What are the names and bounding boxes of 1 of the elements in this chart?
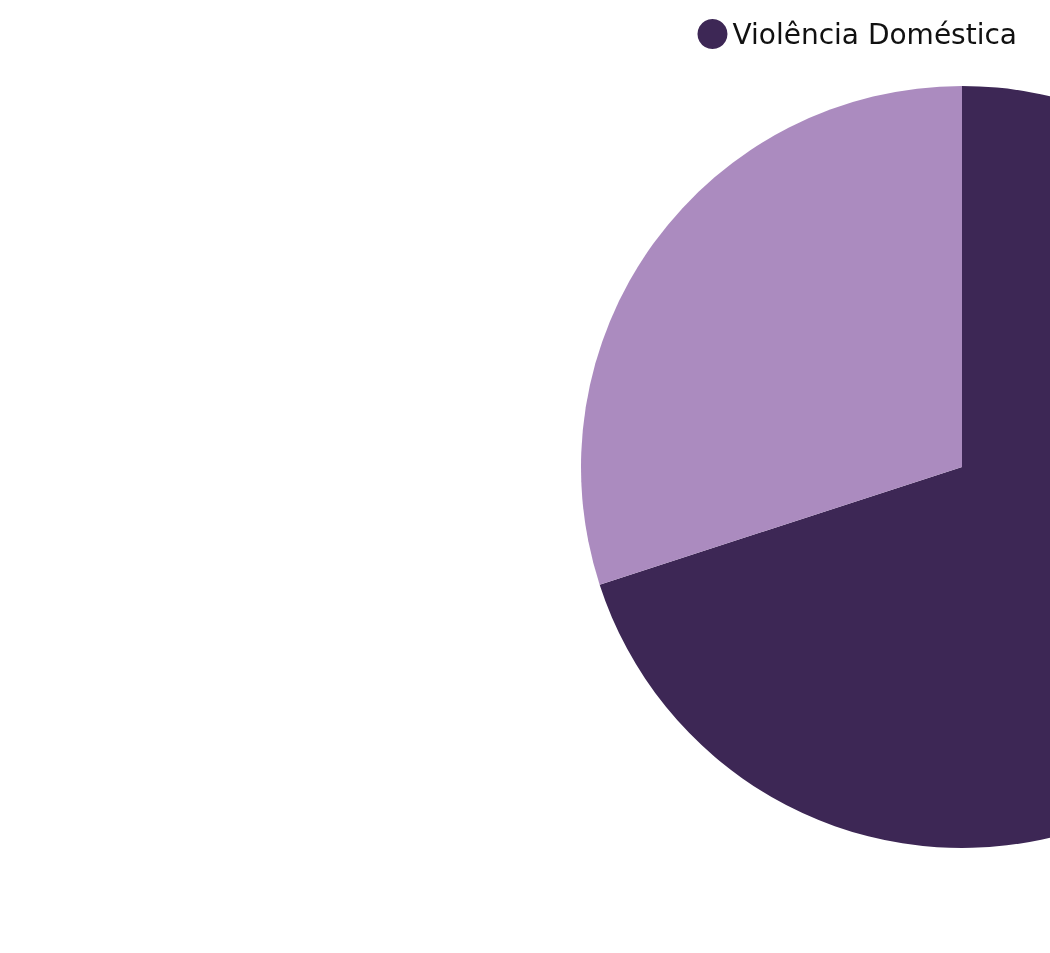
legend-label: Violência Doméstica [732, 17, 1018, 51]
